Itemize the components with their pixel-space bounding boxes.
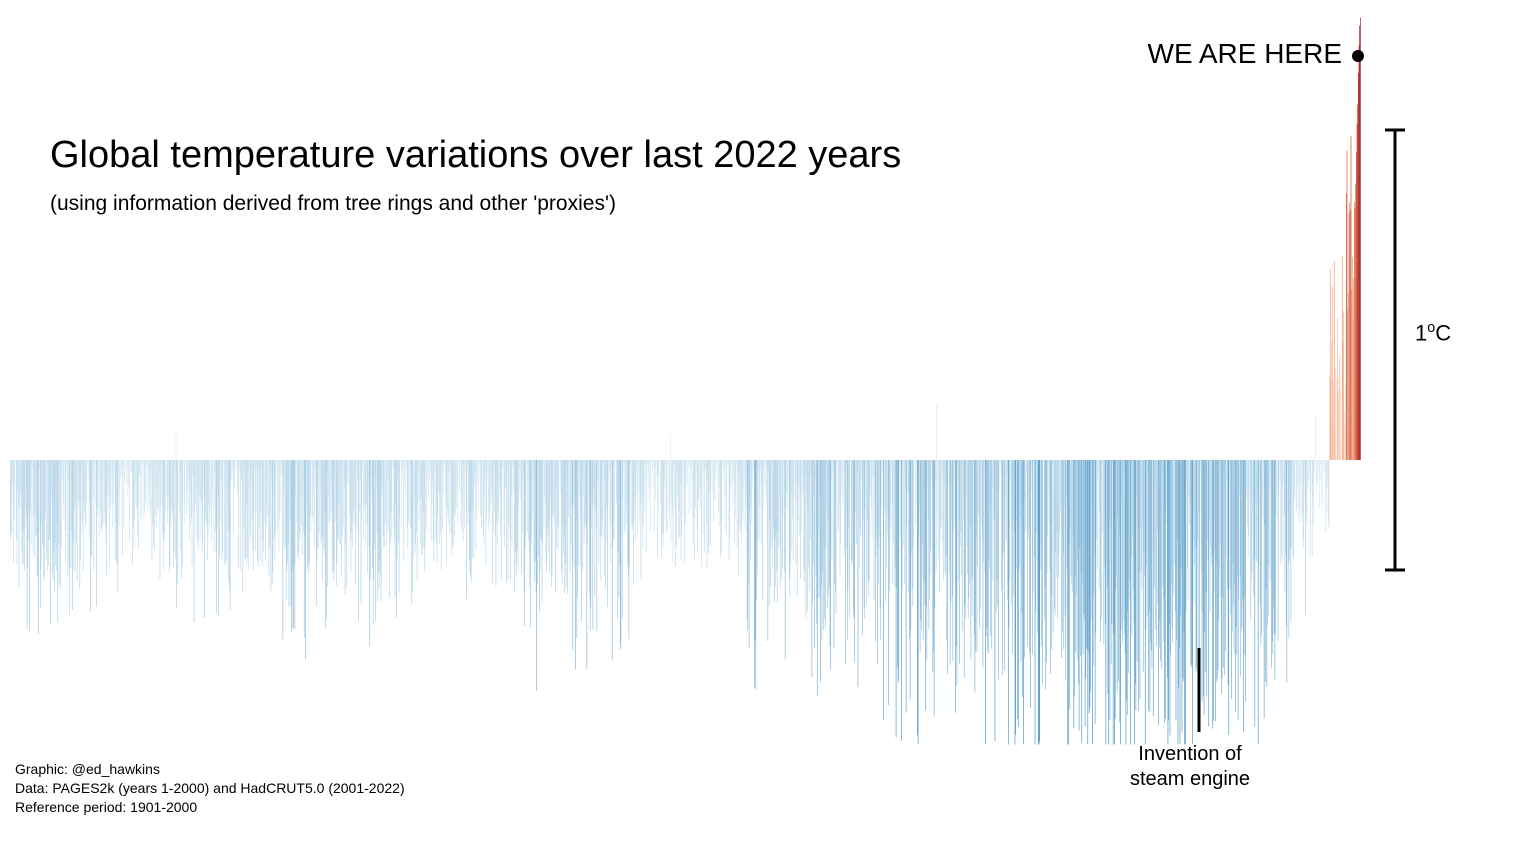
credits-block: Graphic: @ed_hawkins Data: PAGES2k (year…: [15, 760, 405, 817]
scale-value: 1: [1415, 320, 1427, 345]
scale-bar-label: 1oC: [1415, 320, 1451, 346]
credit-graphic: Graphic: @ed_hawkins: [15, 760, 405, 779]
steam-line-1: Invention of: [1138, 743, 1241, 765]
degree-symbol: o: [1427, 320, 1435, 336]
credit-reference: Reference period: 1901-2000: [15, 798, 405, 817]
credit-data: Data: PAGES2k (years 1-2000) and HadCRUT…: [15, 779, 405, 798]
steam-engine-label: Invention of steam engine: [1110, 742, 1270, 792]
scale-unit: C: [1435, 320, 1451, 345]
annotations-overlay: [0, 0, 1516, 847]
we-are-here-label: WE ARE HERE: [1148, 38, 1342, 70]
steam-line-2: steam engine: [1130, 768, 1250, 790]
